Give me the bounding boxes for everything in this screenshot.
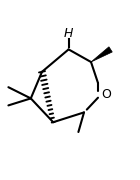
Text: H: H	[64, 27, 73, 40]
Text: O: O	[101, 88, 111, 101]
Polygon shape	[91, 47, 112, 62]
